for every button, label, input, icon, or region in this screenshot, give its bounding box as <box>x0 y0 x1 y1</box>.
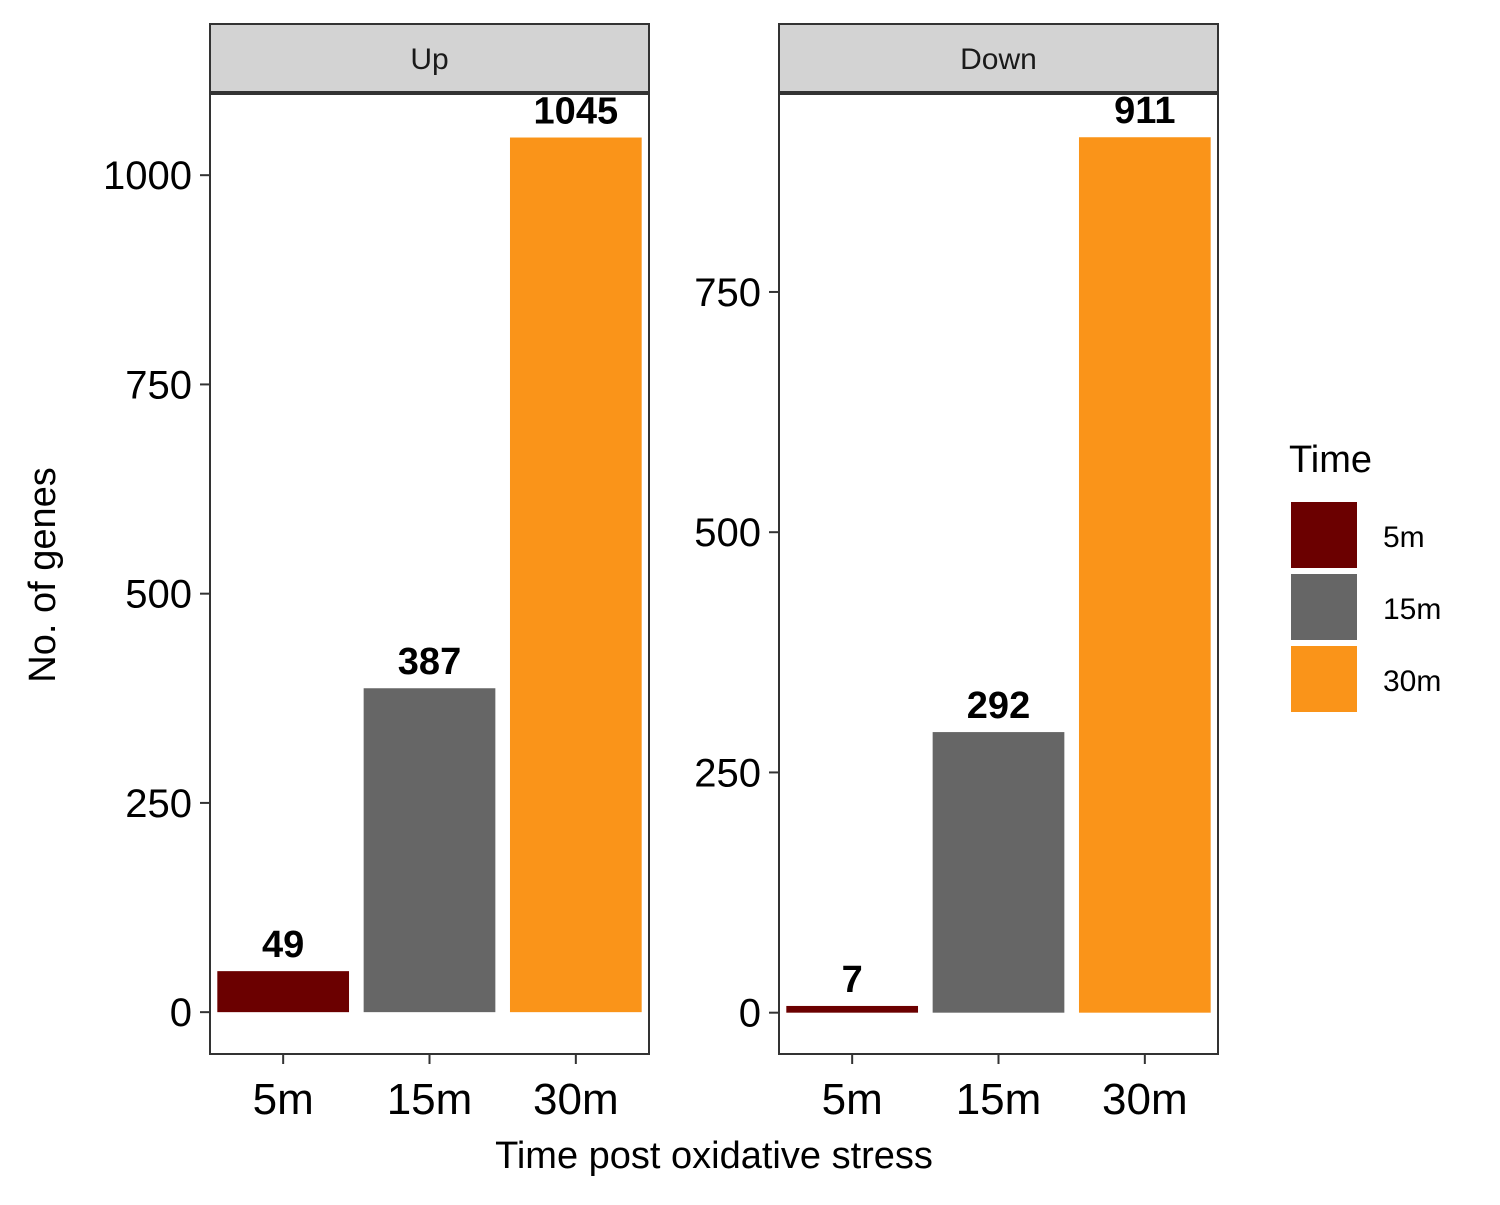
y-tick-label: 500 <box>125 573 192 617</box>
bar-5m <box>217 971 350 1013</box>
y-tick-label: 250 <box>694 751 761 795</box>
legend-label: 30m <box>1383 665 1441 698</box>
x-axis-title: Time post oxidative stress <box>495 1135 933 1177</box>
strip-label: Down <box>960 43 1037 76</box>
data-label: 1045 <box>534 91 619 133</box>
strip-label: Up <box>410 43 448 76</box>
legend-label: 15m <box>1383 593 1441 626</box>
x-tick-label: 15m <box>956 1075 1042 1124</box>
y-tick-label: 750 <box>125 363 192 407</box>
data-label: 387 <box>398 641 461 683</box>
data-label: 292 <box>967 685 1030 727</box>
x-tick-label: 30m <box>533 1075 619 1124</box>
x-tick-label: 5m <box>253 1075 314 1124</box>
legend-title: Time <box>1289 439 1372 481</box>
bar-15m <box>363 688 496 1013</box>
y-tick-label: 250 <box>125 782 192 826</box>
legend-key-15m <box>1291 574 1357 640</box>
bar-30m <box>1078 137 1211 1013</box>
legend-items: 5m 15m 30m <box>1291 502 1441 712</box>
x-tick-label: 5m <box>822 1075 883 1124</box>
legend-label: 5m <box>1383 521 1425 554</box>
y-tick-label: 500 <box>694 511 761 555</box>
panel-down: Down 7 5m 292 15m 911 30m 0 250 500 750 <box>694 23 1219 1124</box>
panel-up: Up 49 5m 387 15m 1045 30m 0 250 500 750 1000 <box>103 23 650 1124</box>
data-label: 49 <box>262 924 304 966</box>
data-label: 911 <box>1114 90 1175 132</box>
bar-30m <box>509 137 642 1013</box>
panels: Up 49 5m 387 15m 1045 30m 0 250 500 750 1000 Down 7 5m… <box>103 23 1219 1124</box>
data-label: 7 <box>842 959 863 1001</box>
y-axis-title: No. of genes <box>22 467 64 682</box>
bar-15m <box>932 732 1065 1013</box>
x-tick-label: 30m <box>1102 1075 1188 1124</box>
legend-key-5m <box>1291 502 1357 568</box>
strip-up <box>209 23 650 93</box>
strip-down <box>778 23 1219 93</box>
x-tick-label: 15m <box>387 1075 473 1124</box>
y-tick-label: 1000 <box>103 154 192 198</box>
legend: Time 5m 15m 30m <box>1289 439 1441 712</box>
legend-key-30m <box>1291 646 1357 712</box>
y-tick-label: 750 <box>694 271 761 315</box>
y-tick-label: 0 <box>739 992 761 1036</box>
y-tick-label: 0 <box>170 991 192 1035</box>
bar-5m <box>786 1005 919 1013</box>
